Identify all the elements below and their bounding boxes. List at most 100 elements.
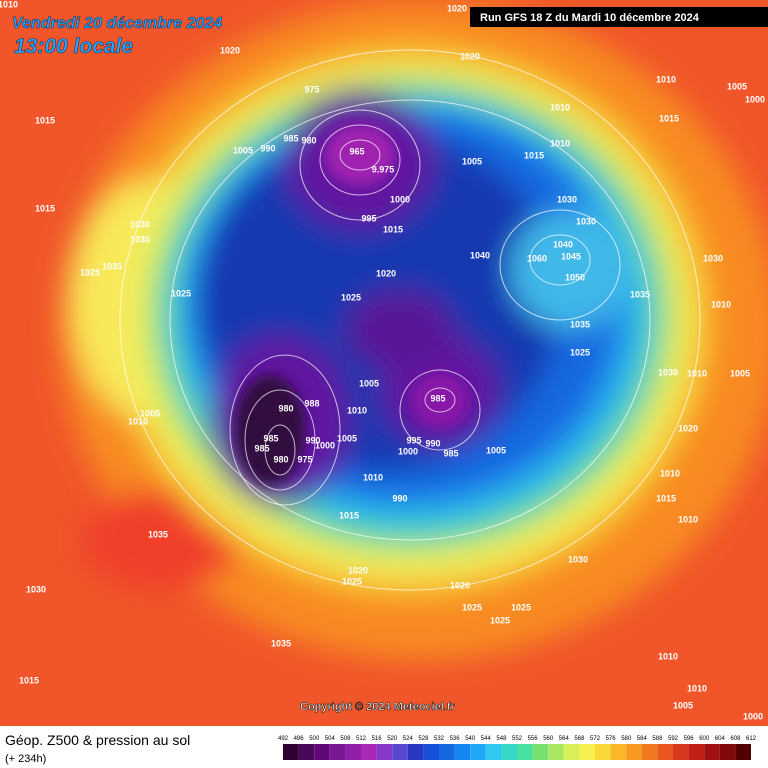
isobar-label: 1010 xyxy=(687,368,707,378)
isobar-label: 1060 xyxy=(527,253,547,263)
scale-swatch xyxy=(610,744,627,760)
scale-label: 608 xyxy=(730,736,741,742)
isobar-label: 1010 xyxy=(658,651,678,661)
isobar-label: 1005 xyxy=(233,145,253,155)
footer-subtitle: (+ 234h) xyxy=(5,753,46,765)
isobar-label: 1005 xyxy=(673,700,693,710)
isobar-label: 985 xyxy=(254,443,269,453)
isobar-label: 1025 xyxy=(511,602,531,612)
isobar-label: 990 xyxy=(425,438,440,448)
scale-label: 492 xyxy=(278,736,289,742)
scale-swatch xyxy=(719,744,736,760)
scale-swatch xyxy=(392,744,408,760)
scale-label: 512 xyxy=(356,736,367,742)
isobar-label: 1030 xyxy=(658,367,678,377)
run-banner xyxy=(470,7,768,27)
isobar-label: 1035 xyxy=(102,261,122,271)
scale-label: 532 xyxy=(434,736,445,742)
isobar-label: 1005 xyxy=(337,433,357,443)
scale-label: 560 xyxy=(543,736,554,742)
isobar-label: 1015 xyxy=(19,675,39,685)
isobar-label: 1000 xyxy=(390,194,410,204)
isobar-label: 1040 xyxy=(553,239,573,249)
scale-swatch xyxy=(345,744,361,760)
isobar-label: 1015 xyxy=(35,203,55,213)
isobar-label: 1025 xyxy=(490,615,510,625)
isobar-label: 1010 xyxy=(550,102,570,112)
isobar-label: 1010 xyxy=(363,472,383,482)
isobar-label: 1030 xyxy=(576,216,596,226)
isobar-label: 1015 xyxy=(656,493,676,503)
isobar-label: 1050 xyxy=(565,272,585,282)
scale-label: 596 xyxy=(684,736,695,742)
isobar-label: 1000 xyxy=(743,711,763,721)
scale-swatch xyxy=(641,744,658,760)
scale-label: 508 xyxy=(340,736,351,742)
scale-label: 576 xyxy=(606,736,617,742)
scale-label: 540 xyxy=(465,736,476,742)
scale-label: 584 xyxy=(637,736,648,742)
scale-label: 580 xyxy=(621,736,632,742)
footer-title: Géop. Z500 & pression au sol xyxy=(5,732,190,748)
isobar-label: 985 xyxy=(283,133,298,143)
scale-label: 612 xyxy=(746,736,757,742)
scale-label: 568 xyxy=(574,736,585,742)
isobar-label: 1025 xyxy=(342,576,362,586)
scale-label: 544 xyxy=(481,736,492,742)
isobar-label: 980 xyxy=(301,135,316,145)
isobar-label: 1005 xyxy=(730,368,750,378)
scale-swatch xyxy=(579,744,595,760)
forecast-time: 13:00 locale xyxy=(14,35,133,58)
isobar-label: 1035 xyxy=(130,234,150,244)
color-scale: 492 496 500 504 508 512 516 520 524 528 532 536 540 5… xyxy=(278,736,757,760)
isobar-lines xyxy=(119,49,701,591)
isobar-label: 1010 xyxy=(128,416,148,426)
isobar-label: 1000 xyxy=(398,446,418,456)
scale-label: 548 xyxy=(496,736,507,742)
isobar-label: 1020 xyxy=(460,51,480,61)
run-label: Run GFS 18 Z du Mardi 10 décembre 2024 xyxy=(480,12,700,24)
isobar-label: 975 xyxy=(304,84,319,94)
scale-label: 528 xyxy=(418,736,429,742)
isobar-label: 1025 xyxy=(462,602,482,612)
scale-swatch xyxy=(517,744,533,760)
isobar-label: 1015 xyxy=(383,224,403,234)
isobar-label: 975 xyxy=(297,454,312,464)
scale-swatch xyxy=(688,744,705,760)
scale-label: 572 xyxy=(590,736,601,742)
isobar-label: 1005 xyxy=(140,408,160,418)
isobar-label: 985 xyxy=(443,448,458,458)
isobar-label: 1005 xyxy=(486,445,506,455)
scale-label: 600 xyxy=(699,736,710,742)
isobar-label: 980 xyxy=(278,403,293,413)
scale-swatch xyxy=(657,744,673,760)
scale-swatch xyxy=(329,744,346,760)
scale-swatch xyxy=(454,744,471,760)
isobar-label: 1030 xyxy=(557,194,577,204)
scale-swatch xyxy=(704,744,720,760)
scale-swatch xyxy=(548,744,564,760)
isobar-label: 965 xyxy=(349,146,364,156)
isobar-label: 1035 xyxy=(271,638,291,648)
isobar-label: 990 xyxy=(260,143,275,153)
scale-swatch xyxy=(563,744,580,760)
isobar-label: 1025 xyxy=(171,288,191,298)
scale-swatch xyxy=(423,744,439,760)
isobar-label: 1020 xyxy=(447,3,467,13)
scale-label: 556 xyxy=(528,736,539,742)
scale-swatch xyxy=(673,744,689,760)
scale-label: 516 xyxy=(372,736,383,742)
isobar-label: 990 xyxy=(305,435,320,445)
isobar-label: 1025 xyxy=(570,347,590,357)
isobar-label: 1040 xyxy=(470,250,490,260)
isobar-label: 1015 xyxy=(35,115,55,125)
isobar-label: 985 xyxy=(430,393,445,403)
isobar-label: 1030 xyxy=(703,253,723,263)
scale-swatch xyxy=(485,744,502,760)
isobar-label: 1020 xyxy=(348,565,368,575)
isobar-label: 990 xyxy=(392,493,407,503)
scale-swatch xyxy=(439,744,455,760)
scale-swatch xyxy=(501,744,517,760)
